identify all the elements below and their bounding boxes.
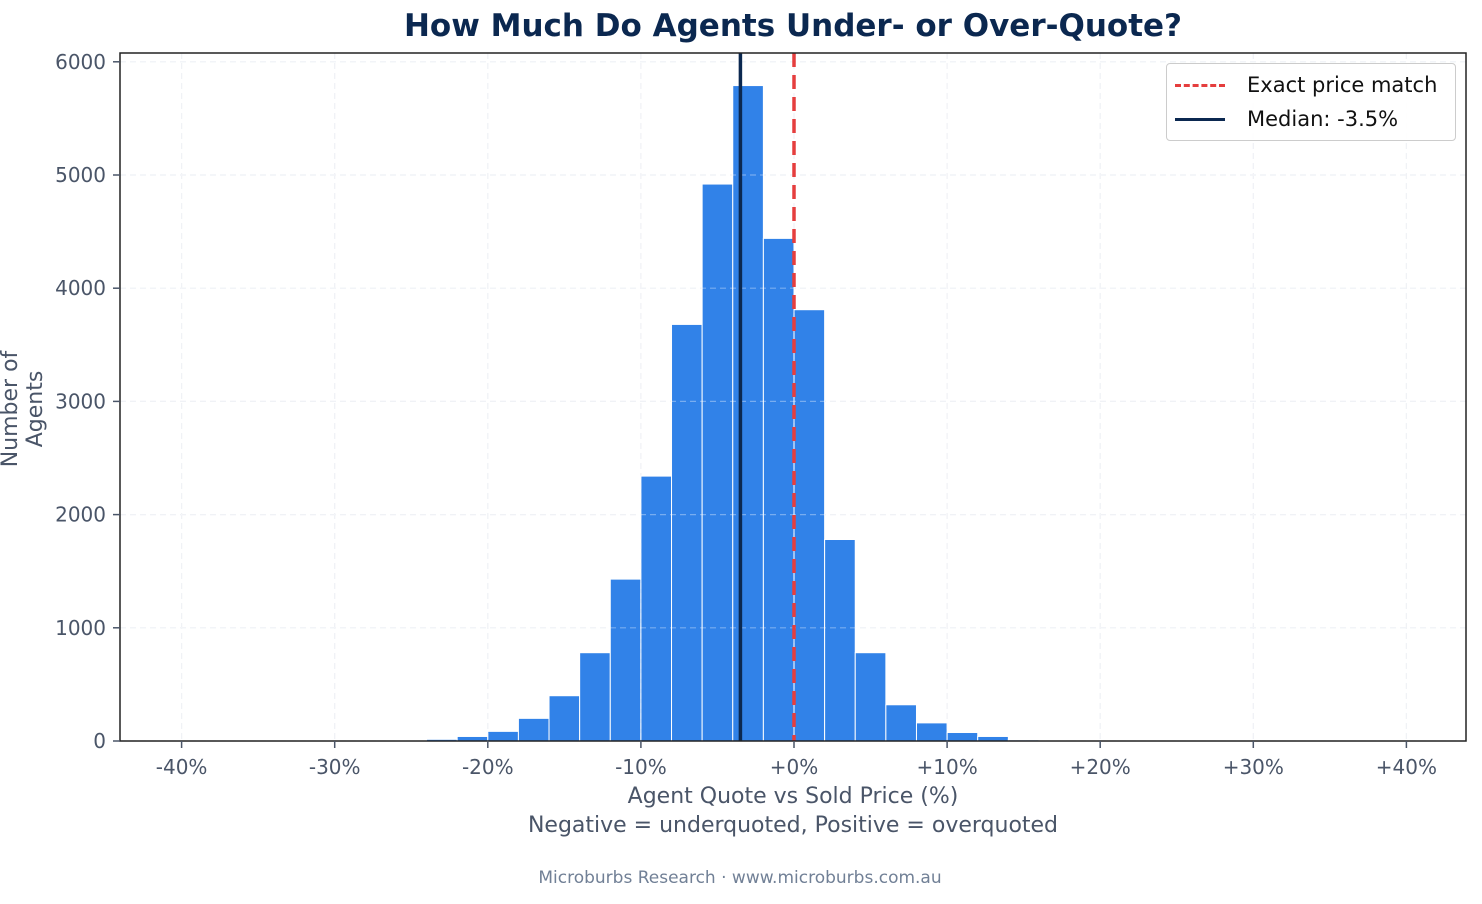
histogram-bar xyxy=(793,309,826,742)
solid-line-icon xyxy=(1175,117,1225,121)
y-tick-label: 3000 xyxy=(55,389,106,413)
plot-frame xyxy=(119,52,1467,742)
y-tick-label: 1000 xyxy=(55,616,106,640)
histogram-bar xyxy=(640,475,673,742)
dashed-line-icon xyxy=(1175,83,1225,87)
x-tick-label: +10% xyxy=(916,755,977,779)
y-tick-label: 5000 xyxy=(55,163,106,187)
histogram-bar xyxy=(579,652,611,742)
legend-item-exact-match: Exact price match xyxy=(1175,70,1437,100)
x-tick-label: +0% xyxy=(770,755,819,779)
x-tick-label: -30% xyxy=(309,755,361,779)
x-axis-label: Agent Quote vs Sold Price (%) xyxy=(627,784,959,809)
reference-lines xyxy=(738,53,796,741)
y-tick-label: 0 xyxy=(93,729,106,753)
histogram-bar xyxy=(762,237,795,742)
y-tick-label: 2000 xyxy=(55,503,106,527)
histogram-bar xyxy=(732,85,764,742)
y-axis-label: Number of Agents xyxy=(0,350,48,468)
histogram-bar xyxy=(946,732,979,742)
histogram-bar xyxy=(517,717,550,742)
y-tick-label: 6000 xyxy=(55,50,106,74)
x-tick-label: +30% xyxy=(1223,755,1284,779)
legend: Exact price match Median: -3.5% xyxy=(1166,63,1456,141)
histogram-bar xyxy=(824,539,856,742)
y-axis-ticks: 0 1000 2000 3000 4000 5000 6000 xyxy=(55,50,120,753)
x-tick-label: +40% xyxy=(1376,755,1437,779)
histogram-bar xyxy=(609,578,642,742)
histogram-bar xyxy=(701,183,734,742)
histogram-bar xyxy=(487,730,519,742)
histogram-bar xyxy=(671,323,703,742)
y-tick-label: 4000 xyxy=(55,276,106,300)
legend-item-median: Median: -3.5% xyxy=(1175,104,1398,134)
histogram-bar xyxy=(885,704,917,742)
x-tick-label: -10% xyxy=(615,755,667,779)
x-tick-label: -20% xyxy=(462,755,514,779)
histogram-bar xyxy=(548,695,581,742)
chart-title: How Much Do Agents Under- or Over-Quote? xyxy=(403,8,1183,44)
footer-credit: Microburbs Research · www.microburbs.com… xyxy=(538,868,942,888)
x-tick-label: -40% xyxy=(156,755,208,779)
histogram-bar xyxy=(854,652,887,742)
x-tick-label: +20% xyxy=(1070,755,1131,779)
x-axis-sublabel: Negative = underquoted, Positive = overq… xyxy=(527,813,1059,838)
x-axis-ticks: -40% -30% -20% -10% +0% +10% +20% +30% +40% xyxy=(156,741,1437,779)
histogram-bar xyxy=(915,722,948,742)
